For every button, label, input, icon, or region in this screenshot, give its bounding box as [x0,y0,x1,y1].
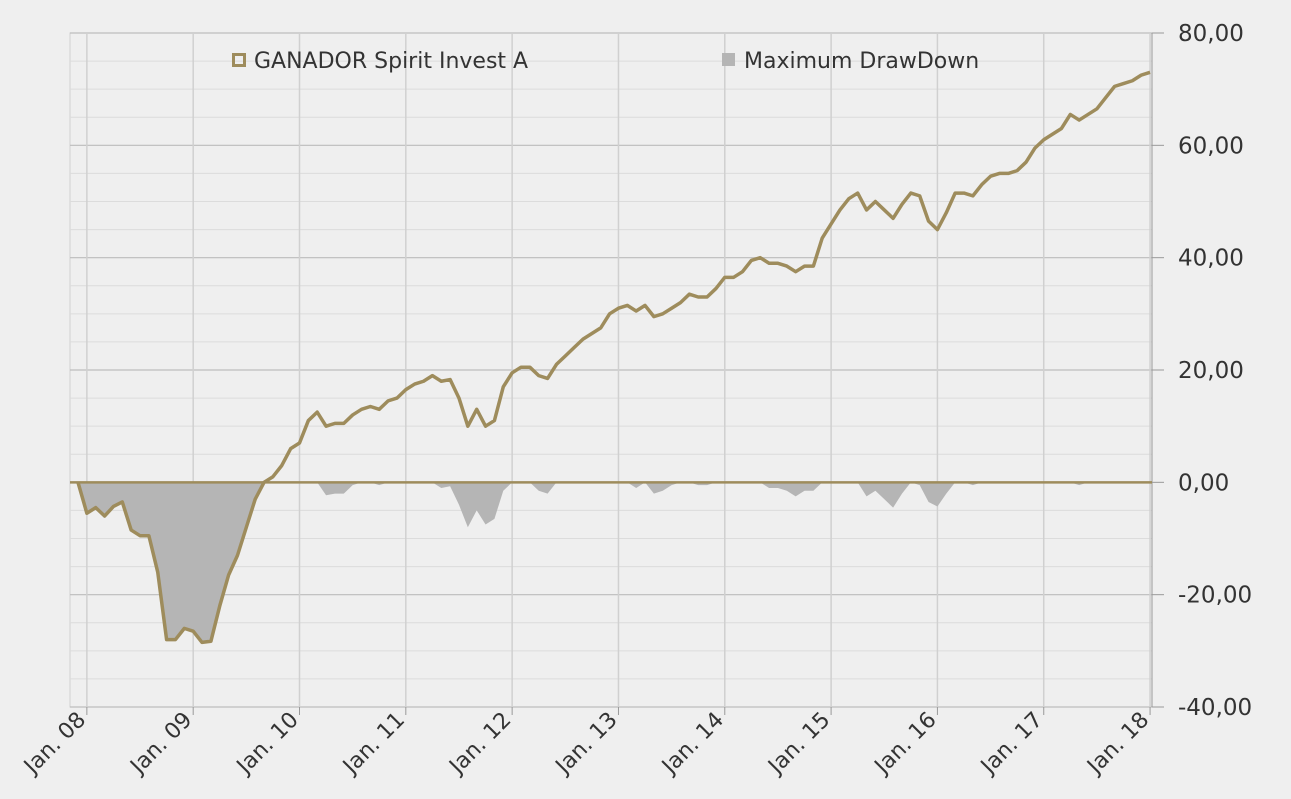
y-tick-label: 20,00 [1178,358,1244,384]
legend-label: Maximum DrawDown [744,49,979,74]
drawdown-area [78,482,1151,643]
y-tick-label: -40,00 [1178,695,1252,721]
x-tick-label: Jan. 16 [869,708,942,781]
y-tick-label: 80,00 [1178,21,1244,47]
y-tick-label: -20,00 [1178,583,1252,609]
fund-line [76,70,1151,645]
y-tick-label: 40,00 [1178,246,1244,272]
x-tick-label: Jan. 10 [231,708,304,781]
x-tick-label: Jan. 08 [18,708,91,781]
legend-swatch [232,53,246,67]
x-tick-label: Jan. 09 [125,708,198,781]
x-tick-label: Jan. 13 [550,708,623,781]
x-tick-label: Jan. 15 [763,708,836,781]
y-tick-label: 60,00 [1178,133,1244,159]
legend-label: GANADOR Spirit Invest A [254,49,528,74]
x-tick-label: Jan. 17 [975,708,1048,781]
y-tick-label: 0,00 [1178,470,1229,496]
legend-swatch [722,53,735,66]
x-tick-label: Jan. 18 [1082,708,1155,781]
x-tick-label: Jan. 14 [656,708,729,781]
x-tick-label: Jan. 12 [444,708,517,781]
x-tick-label: Jan. 11 [337,708,410,781]
